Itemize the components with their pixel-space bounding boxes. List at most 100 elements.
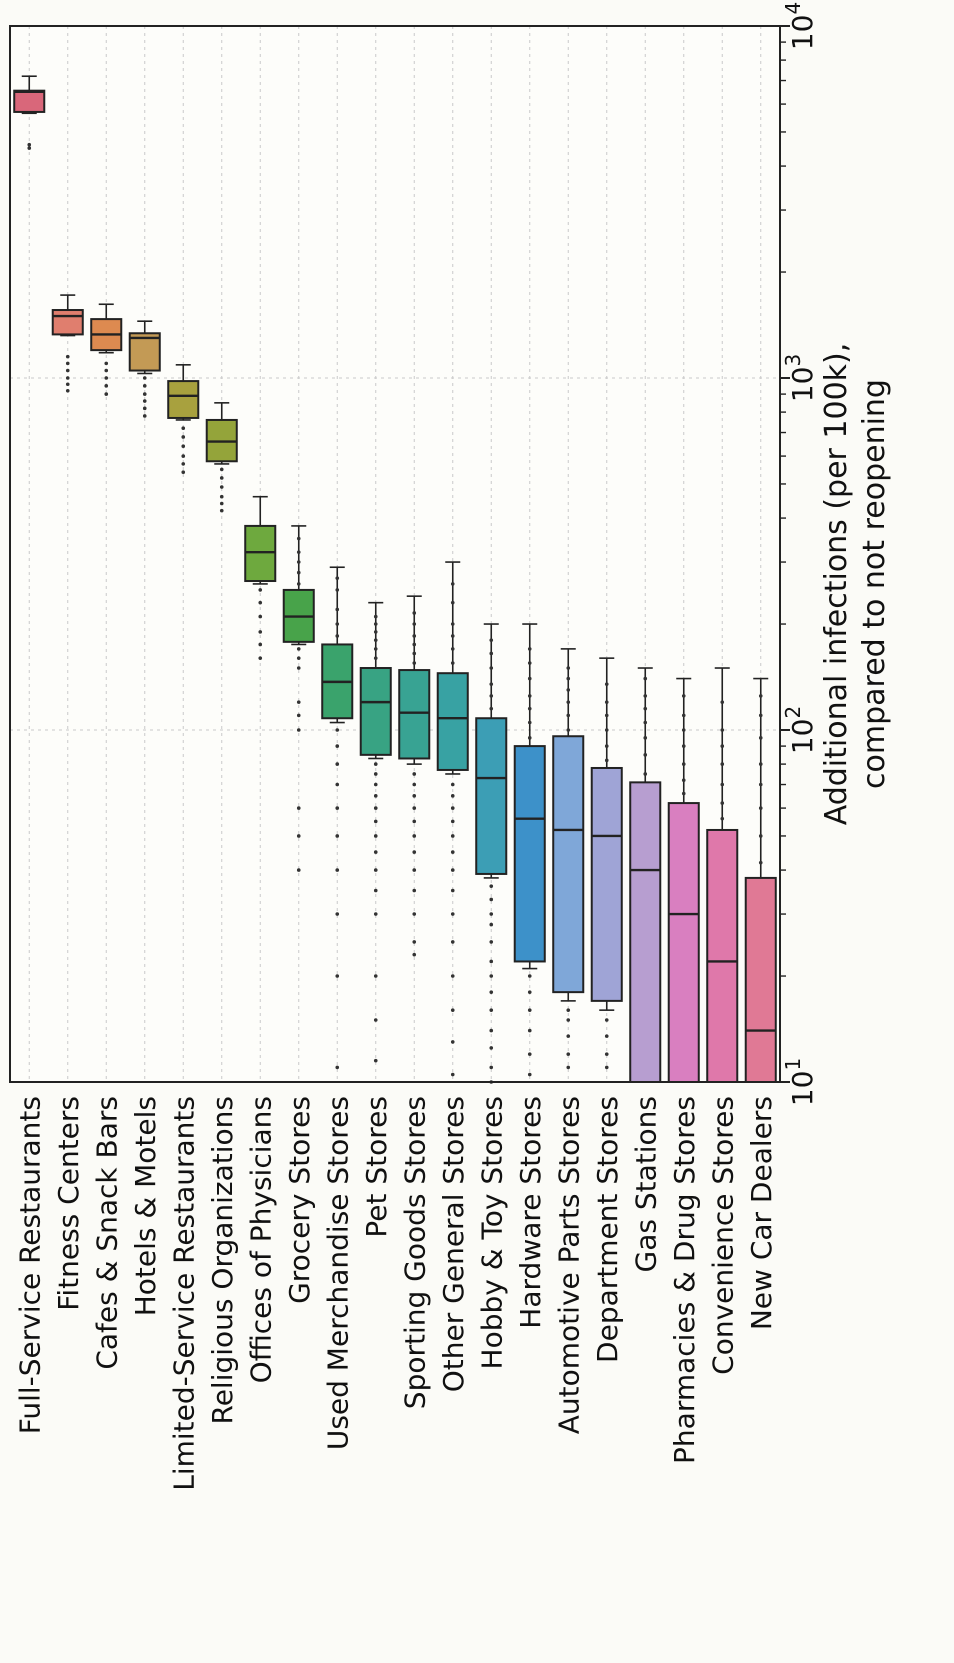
outlier-point (65, 361, 70, 366)
outlier-point (489, 897, 494, 902)
outlier-point (450, 868, 455, 872)
outlier-point (527, 694, 532, 698)
outlier-point (335, 588, 340, 592)
outlier-point (335, 782, 340, 787)
outlier-point (604, 744, 609, 748)
outlier-point (489, 974, 494, 978)
x-axis-label-line-2: compared to not reopening (857, 379, 892, 789)
outlier-point (758, 694, 763, 698)
outlier-point (489, 959, 494, 964)
outlier-point (296, 570, 301, 575)
outlier-point (643, 720, 648, 725)
outlier-point (720, 801, 725, 805)
category-label-3: Cafes & Snack Bars (90, 1096, 123, 1370)
box-body (552, 735, 585, 994)
outlier-point (681, 728, 686, 732)
box-body (629, 781, 662, 1083)
outlier-point (296, 700, 301, 704)
outlier-point (412, 794, 417, 798)
outlier-point (335, 607, 340, 612)
outlier-point (373, 772, 378, 776)
outlier-point (681, 791, 686, 796)
outlier-point (181, 444, 186, 449)
outlier-point (258, 588, 263, 592)
outlier-point (219, 494, 224, 499)
outlier-point (412, 642, 417, 647)
outlier-point (335, 806, 340, 810)
outlier-point (296, 647, 301, 651)
outlier-point (296, 656, 301, 660)
outlier-point (412, 868, 417, 872)
box-13 (475, 623, 508, 1084)
x-axis-label-line-1: Additional infections (per 100k), (819, 343, 854, 826)
outlier-point (450, 1072, 455, 1077)
outlier-point (296, 560, 301, 564)
outlier-point (412, 651, 417, 656)
outlier-point (412, 622, 417, 626)
outlier-point (142, 406, 147, 411)
outlier-point (104, 368, 109, 373)
outlier-point (412, 819, 417, 824)
outlier-point (566, 1008, 571, 1012)
outlier-point (104, 376, 109, 380)
outlier-point (373, 647, 378, 651)
outlier-point (335, 576, 340, 580)
outlier-point (489, 1046, 494, 1050)
outlier-point (604, 682, 609, 686)
category-label-13: Hobby & Toy Stores (475, 1096, 508, 1369)
box-body (13, 89, 46, 113)
outlier-point (489, 1008, 494, 1012)
box-body (398, 669, 431, 760)
x-axis-label: Additional infections (per 100k), compar… (819, 343, 892, 826)
box-body (436, 672, 469, 771)
outlier-point (412, 806, 417, 810)
outlier-point (566, 1018, 571, 1022)
category-label-8: Grocery Stores (283, 1096, 316, 1304)
outlier-point (373, 794, 378, 798)
outlier-point (643, 772, 648, 776)
outlier-point (450, 819, 455, 824)
box-body (128, 332, 161, 372)
outlier-point (335, 634, 340, 638)
outlier-point (65, 354, 70, 359)
outlier-point (412, 772, 417, 776)
box-body (590, 766, 623, 1002)
outlier-point (566, 1065, 571, 1070)
outlier-point (720, 728, 725, 732)
outlier-point (142, 392, 147, 396)
outlier-point (566, 688, 571, 692)
outlier-point (489, 912, 494, 916)
outlier-point (758, 782, 763, 787)
outlier-point (373, 1058, 378, 1063)
outlier-point (296, 550, 301, 554)
outlier-point (373, 912, 378, 916)
x-axis-ticks: 101 102 103 104 (780, 2, 819, 1106)
outlier-point (65, 388, 70, 393)
box-14 (513, 623, 546, 1077)
box-4 (128, 320, 161, 418)
outlier-point (643, 736, 648, 740)
outlier-point (604, 1052, 609, 1056)
outlier-point (296, 806, 301, 810)
category-label-5: Limited-Service Restaurants (167, 1096, 200, 1491)
category-label-11: Sporting Goods Stores (398, 1096, 431, 1409)
outlier-point (450, 974, 455, 978)
tick-label-1: 101 (781, 1058, 819, 1106)
outlier-point (412, 940, 417, 944)
outlier-point (258, 614, 263, 619)
outlier-point (412, 634, 417, 638)
outlier-point (335, 622, 340, 626)
category-label-16: Department Stores (591, 1096, 624, 1363)
plot-background (10, 26, 780, 1082)
outlier-point (758, 834, 763, 838)
outlier-point (181, 454, 186, 458)
category-label-7: Offices of Physicians (244, 1096, 277, 1383)
outlier-point (604, 728, 609, 732)
outlier-point (219, 485, 224, 489)
outlier-point (373, 782, 378, 787)
outlier-point (65, 376, 70, 380)
outlier-point (296, 728, 301, 732)
outlier-point (412, 834, 417, 838)
box-5 (167, 364, 200, 474)
outlier-point (527, 1028, 532, 1033)
